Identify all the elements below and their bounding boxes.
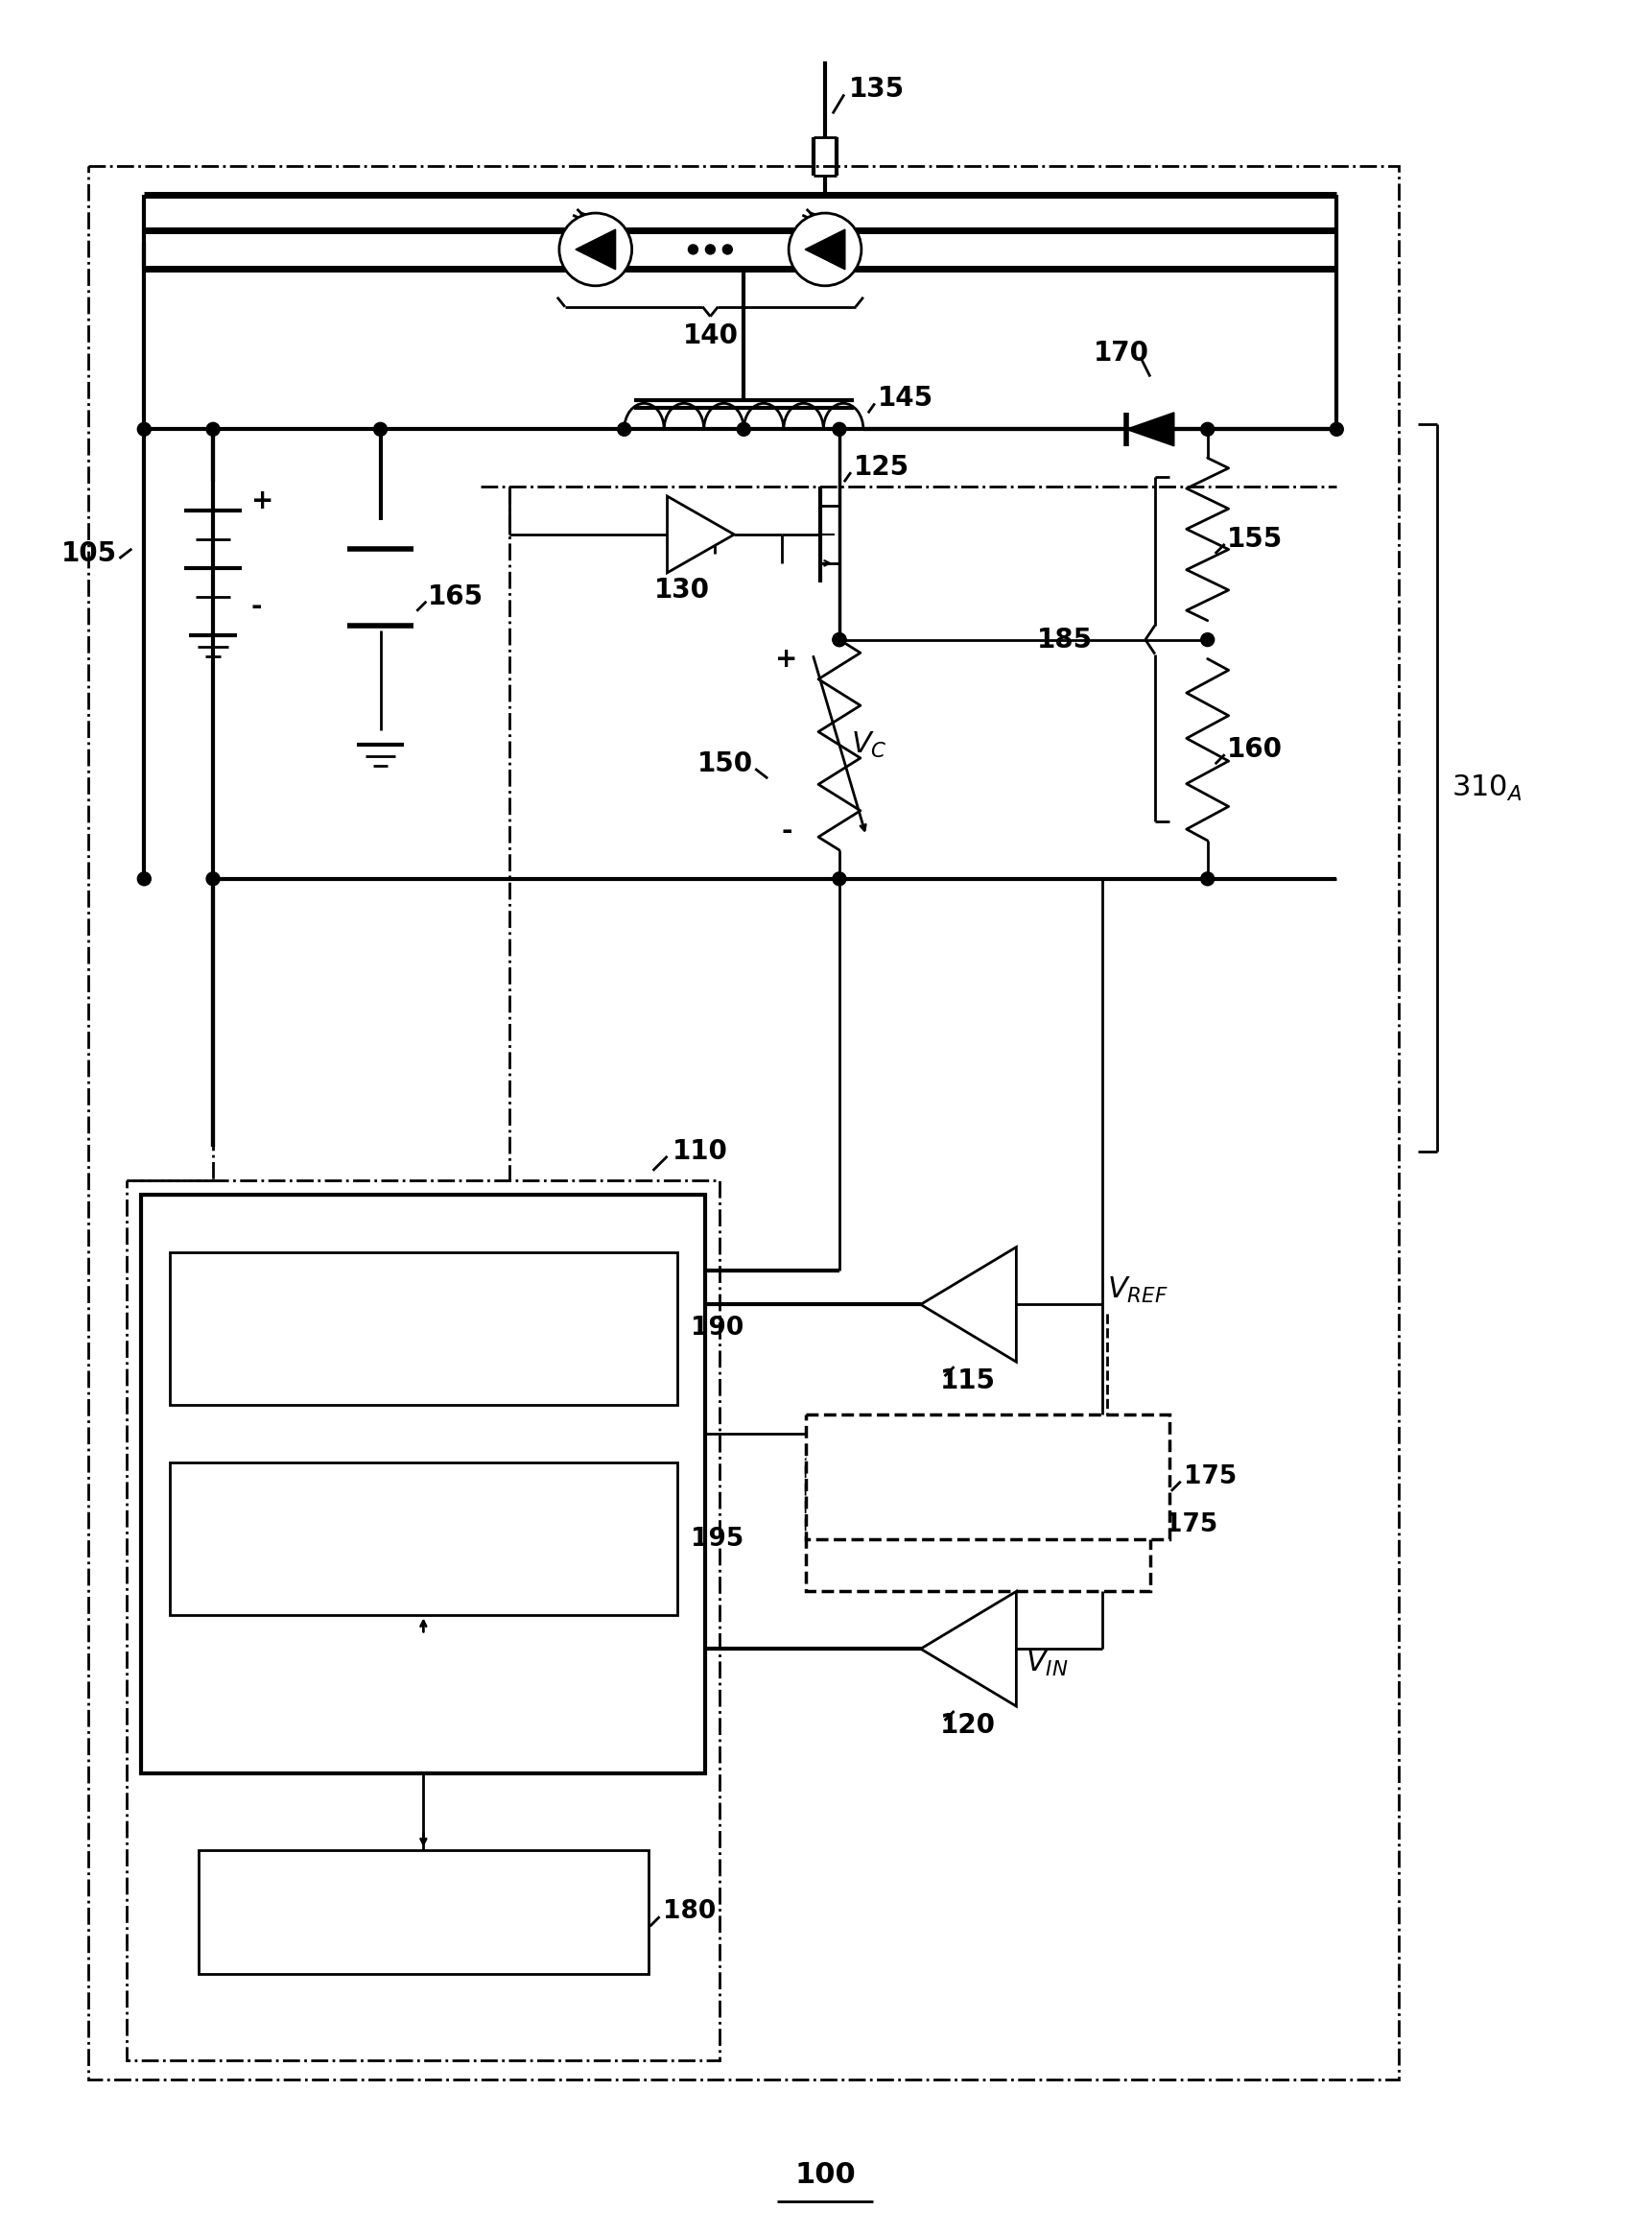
- Circle shape: [206, 422, 220, 436]
- Text: 135: 135: [849, 76, 905, 103]
- Text: $V_C$: $V_C$: [851, 731, 887, 760]
- Text: 180: 180: [662, 1899, 715, 1923]
- Bar: [89, 165, 1399, 2080]
- Text: -: -: [251, 592, 263, 619]
- Bar: [170, 1251, 677, 1405]
- Text: COUNTER: COUNTER: [358, 1546, 487, 1571]
- Circle shape: [373, 422, 387, 436]
- Circle shape: [705, 246, 715, 255]
- Text: D/A CONVERTER: D/A CONVERTER: [876, 1512, 1080, 1537]
- Circle shape: [1201, 871, 1214, 885]
- Text: 130: 130: [654, 576, 709, 603]
- Bar: [806, 1457, 1150, 1591]
- Polygon shape: [920, 1591, 1016, 1707]
- Circle shape: [788, 212, 861, 286]
- Circle shape: [737, 422, 750, 436]
- Text: 190: 190: [691, 1316, 743, 1340]
- Text: RESET TIME: RESET TIME: [344, 1293, 502, 1316]
- Circle shape: [1143, 422, 1156, 436]
- Text: 145: 145: [877, 384, 933, 411]
- Text: 185: 185: [1037, 626, 1092, 652]
- Text: $V_{REF}$: $V_{REF}$: [1107, 1276, 1168, 1305]
- Text: +: +: [251, 487, 274, 514]
- Polygon shape: [575, 230, 616, 270]
- Text: 165: 165: [428, 583, 484, 610]
- Circle shape: [137, 871, 150, 885]
- Text: 160: 160: [1227, 737, 1282, 764]
- Text: COUNTER: COUNTER: [358, 1336, 487, 1358]
- Bar: [127, 1180, 720, 2060]
- Circle shape: [1330, 422, 1343, 436]
- Circle shape: [833, 422, 846, 436]
- Text: MEMORY: MEMORY: [357, 1899, 489, 1926]
- Polygon shape: [667, 496, 733, 572]
- Circle shape: [560, 212, 631, 286]
- Text: D/A CONVERTER: D/A CONVERTER: [885, 1466, 1090, 1488]
- Text: CONTROL CIRCUIT: CONTROL CIRCUIT: [287, 1211, 558, 1238]
- Circle shape: [137, 422, 150, 436]
- Circle shape: [833, 871, 846, 885]
- Text: 175: 175: [1165, 1512, 1218, 1537]
- Circle shape: [206, 871, 220, 885]
- Text: 100: 100: [795, 2160, 856, 2189]
- Text: 195: 195: [691, 1526, 743, 1550]
- Circle shape: [1201, 422, 1214, 436]
- Text: 120: 120: [940, 1711, 996, 1738]
- Circle shape: [689, 246, 697, 255]
- Bar: [198, 1850, 648, 1975]
- Text: CYCLE TIME: CYCLE TIME: [345, 1503, 502, 1526]
- Text: 110: 110: [672, 1137, 727, 1164]
- Polygon shape: [1127, 413, 1175, 447]
- Text: 140: 140: [682, 322, 738, 349]
- Text: +: +: [775, 646, 798, 672]
- Circle shape: [618, 422, 631, 436]
- Text: 125: 125: [854, 454, 910, 480]
- Circle shape: [833, 632, 846, 646]
- Text: 175: 175: [1183, 1463, 1237, 1490]
- Text: 150: 150: [697, 751, 753, 777]
- Text: $V_{IN}$: $V_{IN}$: [1026, 1649, 1069, 1678]
- Polygon shape: [805, 230, 846, 270]
- Text: 155: 155: [1227, 525, 1282, 552]
- Polygon shape: [920, 1247, 1016, 1363]
- Circle shape: [833, 632, 846, 646]
- Text: 105: 105: [61, 541, 117, 567]
- Text: -: -: [781, 818, 793, 844]
- Text: 170: 170: [1094, 340, 1150, 366]
- Circle shape: [1201, 632, 1214, 646]
- Text: $310_A$: $310_A$: [1452, 773, 1521, 802]
- Bar: [142, 1195, 705, 1774]
- Bar: [170, 1463, 677, 1615]
- Bar: [806, 1414, 1170, 1539]
- Text: 115: 115: [940, 1367, 996, 1394]
- Circle shape: [722, 246, 732, 255]
